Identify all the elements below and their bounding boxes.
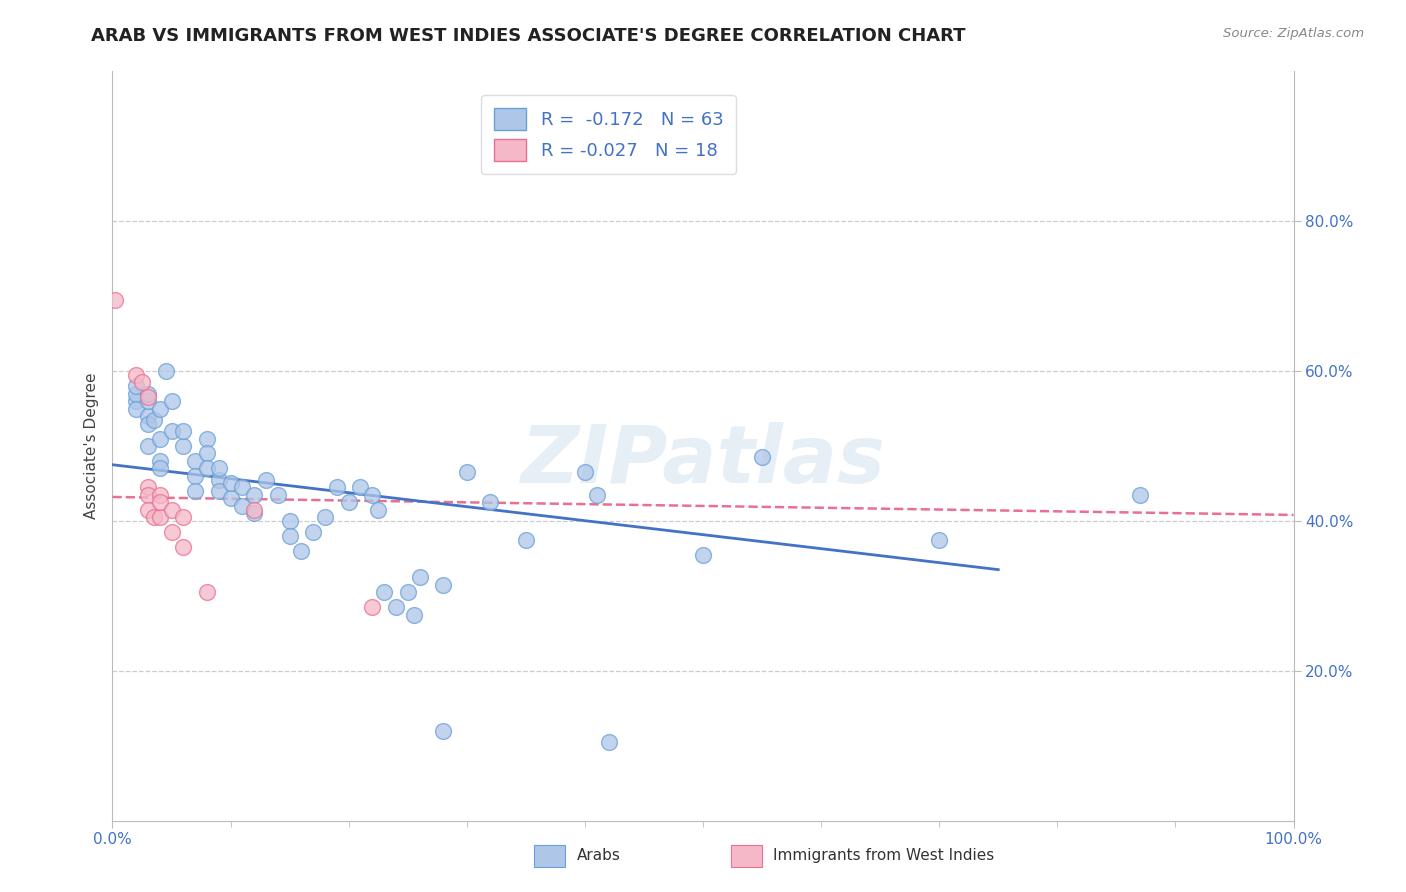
Point [149, 401, 172, 416]
Point [160, 394, 183, 409]
Point [104, 293, 127, 307]
Point [149, 488, 172, 502]
Point [432, 723, 454, 738]
Point [361, 488, 384, 502]
Point [385, 600, 408, 615]
Point [243, 507, 266, 521]
Point [231, 499, 253, 513]
Point [515, 533, 537, 547]
Point [125, 386, 148, 401]
Point [160, 424, 183, 438]
Point [184, 469, 207, 483]
Point [349, 480, 371, 494]
Point [278, 514, 301, 528]
Point [125, 394, 148, 409]
Point [172, 540, 194, 554]
Text: Source: ZipAtlas.com: Source: ZipAtlas.com [1223, 27, 1364, 40]
Point [290, 544, 312, 558]
Point [149, 510, 172, 524]
Y-axis label: Associate's Degree: Associate's Degree [83, 373, 98, 519]
Point [479, 495, 502, 509]
Point [432, 577, 454, 591]
Point [585, 488, 607, 502]
Point [373, 585, 395, 599]
Point [172, 510, 194, 524]
Point [408, 570, 430, 584]
Text: Immigrants from West Indies: Immigrants from West Indies [773, 848, 994, 863]
Point [149, 432, 172, 446]
Point [337, 495, 360, 509]
Point [402, 607, 425, 622]
Point [302, 525, 325, 540]
Point [172, 424, 194, 438]
Text: ZIPatlas: ZIPatlas [520, 422, 886, 500]
Point [149, 454, 172, 468]
Point [231, 480, 253, 494]
Point [160, 502, 183, 516]
Point [125, 368, 148, 382]
Point [142, 510, 165, 524]
Text: Arabs: Arabs [576, 848, 620, 863]
Point [598, 735, 620, 749]
Point [751, 450, 773, 465]
Point [125, 379, 148, 393]
Point [184, 454, 207, 468]
Point [692, 548, 714, 562]
Point [367, 502, 389, 516]
Point [326, 480, 349, 494]
Point [361, 600, 384, 615]
Point [172, 439, 194, 453]
Point [195, 585, 218, 599]
Point [155, 364, 177, 378]
Point [142, 413, 165, 427]
Point [208, 461, 231, 475]
Point [314, 510, 336, 524]
Point [219, 476, 242, 491]
Point [136, 488, 159, 502]
Point [136, 439, 159, 453]
Legend: R =  -0.172   N = 63, R = -0.027   N = 18: R = -0.172 N = 63, R = -0.027 N = 18 [481, 95, 735, 174]
Point [267, 488, 290, 502]
Point [456, 465, 478, 479]
Point [136, 394, 159, 409]
Point [195, 461, 218, 475]
Point [219, 491, 242, 506]
Point [254, 473, 277, 487]
Point [136, 386, 159, 401]
Point [136, 480, 159, 494]
Point [136, 390, 159, 404]
Point [149, 495, 172, 509]
Point [136, 502, 159, 516]
Point [160, 525, 183, 540]
Point [278, 529, 301, 543]
Point [243, 488, 266, 502]
Point [136, 417, 159, 431]
Point [131, 376, 153, 390]
Point [149, 461, 172, 475]
Point [208, 483, 231, 498]
Point [195, 432, 218, 446]
Point [125, 401, 148, 416]
Point [243, 502, 266, 516]
Point [184, 483, 207, 498]
Point [136, 409, 159, 423]
Point [396, 585, 419, 599]
Point [1129, 488, 1152, 502]
Text: ARAB VS IMMIGRANTS FROM WEST INDIES ASSOCIATE'S DEGREE CORRELATION CHART: ARAB VS IMMIGRANTS FROM WEST INDIES ASSO… [91, 27, 966, 45]
Point [928, 533, 950, 547]
Point [195, 446, 218, 460]
Point [574, 465, 596, 479]
Point [208, 473, 231, 487]
